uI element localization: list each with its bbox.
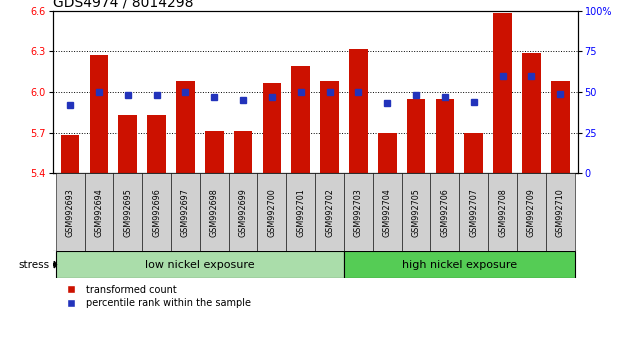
Bar	[119, 115, 137, 173]
Bar	[113, 173, 142, 251]
Bar	[430, 173, 460, 251]
Text: GSM992698: GSM992698	[210, 188, 219, 237]
Bar	[233, 131, 253, 173]
Bar	[229, 173, 258, 251]
Text: GSM992697: GSM992697	[181, 188, 190, 237]
Text: GSM992707: GSM992707	[469, 188, 478, 237]
Bar	[89, 56, 108, 173]
Bar	[546, 173, 574, 251]
Text: high nickel exposure: high nickel exposure	[402, 259, 517, 270]
Bar	[344, 173, 373, 251]
Bar	[171, 173, 200, 251]
Bar	[551, 81, 569, 173]
Text: GSM992699: GSM992699	[238, 188, 248, 237]
Bar	[435, 99, 455, 173]
Text: GSM992700: GSM992700	[268, 188, 276, 237]
Bar	[320, 81, 339, 173]
Bar	[349, 48, 368, 173]
Bar	[344, 251, 574, 278]
Text: GSM992701: GSM992701	[296, 188, 306, 237]
Bar	[378, 133, 397, 173]
Text: GDS4974 / 8014298: GDS4974 / 8014298	[53, 0, 193, 10]
Bar	[465, 133, 483, 173]
Text: GSM992696: GSM992696	[152, 188, 161, 237]
Bar	[407, 99, 425, 173]
Bar	[61, 136, 79, 173]
Bar	[263, 82, 281, 173]
Text: stress: stress	[19, 259, 50, 270]
Bar	[56, 173, 84, 251]
Text: low nickel exposure: low nickel exposure	[145, 259, 255, 270]
Bar	[517, 173, 546, 251]
Bar	[488, 173, 517, 251]
Bar	[200, 173, 229, 251]
Bar	[142, 173, 171, 251]
Bar	[402, 173, 430, 251]
Bar	[522, 53, 541, 173]
Text: GSM992695: GSM992695	[123, 188, 132, 237]
Bar	[84, 173, 113, 251]
Bar	[493, 13, 512, 173]
Text: GSM992703: GSM992703	[354, 188, 363, 237]
Bar	[56, 251, 344, 278]
FancyArrow shape	[48, 261, 57, 268]
Bar	[147, 115, 166, 173]
Bar	[460, 173, 488, 251]
Bar	[373, 173, 402, 251]
Legend: transformed count, percentile rank within the sample: transformed count, percentile rank withi…	[58, 281, 255, 312]
Text: GSM992694: GSM992694	[94, 188, 104, 237]
Text: GSM992702: GSM992702	[325, 188, 334, 237]
Bar	[315, 173, 344, 251]
Text: GSM992710: GSM992710	[556, 188, 564, 237]
Text: GSM992709: GSM992709	[527, 188, 536, 237]
Text: GSM992705: GSM992705	[412, 188, 420, 237]
Text: GSM992708: GSM992708	[498, 188, 507, 237]
Bar	[291, 66, 310, 173]
Bar	[258, 173, 286, 251]
Text: GSM992706: GSM992706	[440, 188, 450, 237]
Text: GSM992704: GSM992704	[383, 188, 392, 237]
Text: GSM992693: GSM992693	[66, 188, 75, 237]
Bar	[205, 131, 224, 173]
Bar	[176, 81, 195, 173]
Bar	[286, 173, 315, 251]
